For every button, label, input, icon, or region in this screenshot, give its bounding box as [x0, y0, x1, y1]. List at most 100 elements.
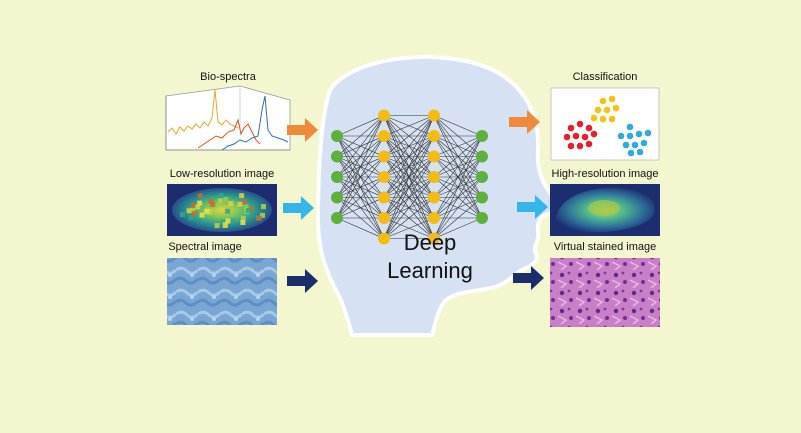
network-edge: [336, 156, 385, 219]
network-edge: [336, 197, 385, 219]
network-edge: [336, 115, 385, 157]
arrow-high-resolution: [517, 195, 548, 219]
low-res-pixel: [214, 223, 220, 229]
low-res-pixel: [222, 223, 228, 228]
hidden-node: [428, 130, 440, 142]
hidden-node: [378, 150, 390, 163]
hidden-node: [378, 232, 390, 245]
network-edge: [383, 115, 435, 157]
low-res-pixel: [190, 207, 196, 213]
arrow-classification: [509, 110, 540, 134]
network-edge: [383, 135, 435, 239]
low-resolution-label: Low-resolution image: [170, 168, 275, 180]
blue-cluster-dot: [617, 132, 625, 140]
spectral-image-label: Spectral image: [168, 241, 241, 253]
yellow-cluster-dot: [599, 97, 607, 105]
low-res-pixel: [186, 208, 192, 214]
blue-cluster-dot: [622, 141, 630, 149]
center-title-line1: Deep: [404, 230, 457, 255]
blue-cluster-dot: [635, 130, 643, 138]
network-edge: [433, 135, 483, 157]
output-node: [476, 171, 488, 183]
red-cluster-dot: [576, 142, 584, 150]
network-edge: [383, 115, 435, 198]
low-res-pixel: [245, 208, 251, 213]
high-resolution-label: High-resolution image: [552, 168, 659, 180]
classification-clusters: [563, 95, 652, 157]
blue-cluster-dot: [627, 149, 635, 157]
low-res-pixel: [191, 202, 196, 208]
high-resolution-image: [550, 184, 660, 236]
low-res-pixel: [243, 204, 249, 210]
output-node: [476, 191, 488, 204]
red-cluster-dot: [572, 132, 580, 140]
input-node: [331, 191, 343, 204]
low-res-pixel: [261, 204, 266, 210]
low-res-pixel: [212, 203, 218, 209]
network-edge: [383, 176, 435, 239]
hidden-node: [378, 171, 390, 183]
low-res-pixel: [197, 193, 203, 199]
low-res-pixel: [260, 212, 265, 218]
network-edge: [336, 176, 385, 219]
low-res-pixel: [218, 193, 224, 199]
arrow-bio-spectra: [287, 118, 318, 142]
low-res-pixel: [242, 199, 247, 205]
virtual-stained-label: Virtual stained image: [554, 241, 657, 253]
low-res-pixel: [195, 204, 201, 210]
bio-spectra-label: Bio-spectra: [200, 71, 257, 83]
yellow-cluster-dot: [594, 106, 602, 114]
low-res-pixel: [197, 200, 203, 206]
red-cluster-dot: [581, 133, 589, 141]
input-node: [331, 150, 343, 163]
arrow-low-resolution: [283, 196, 314, 220]
network-edge: [433, 135, 483, 219]
low-res-pixel: [237, 201, 243, 207]
network-edge: [336, 115, 385, 137]
network-edge: [336, 115, 385, 219]
red-cluster-dot: [585, 124, 593, 132]
hidden-node: [428, 150, 440, 163]
red-cluster-dot: [567, 142, 575, 150]
network-edge: [433, 135, 483, 198]
yellow-cluster-dot: [608, 95, 616, 103]
network-edge: [433, 135, 483, 178]
input-node: [331, 212, 343, 224]
low-res-pixel: [208, 199, 214, 205]
network-edge: [433, 135, 483, 239]
network-edge: [383, 217, 435, 239]
low-res-pixel: [240, 215, 246, 221]
yellow-cluster-dot: [612, 104, 620, 112]
hidden-node: [428, 171, 440, 183]
network-edge: [383, 115, 435, 137]
network-edge: [383, 115, 435, 219]
network-nodes: [331, 109, 488, 245]
low-res-pixel: [240, 220, 246, 225]
low-res-pixel: [225, 218, 231, 224]
low-res-pixel: [248, 206, 254, 212]
blue-cluster-dot: [640, 139, 648, 147]
arrow-virtual-stained: [513, 266, 544, 290]
bio-spectra-plot: [165, 85, 291, 151]
output-node: [476, 130, 488, 142]
red-cluster-dot: [590, 130, 598, 138]
low-res-pixel: [204, 208, 210, 214]
arrow-spectral: [287, 269, 318, 293]
output-node: [476, 150, 488, 163]
low-res-pixel: [191, 211, 197, 217]
hidden-node: [428, 109, 440, 122]
hidden-node: [428, 232, 440, 245]
blue-cluster-dot: [636, 148, 644, 156]
hidden-node: [378, 212, 390, 224]
red-cluster-dot: [567, 124, 575, 132]
yellow-cluster-dot: [603, 106, 611, 114]
input-node: [331, 171, 343, 183]
low-res-pixel: [188, 215, 194, 221]
virtual-stained-image: [550, 258, 660, 327]
hidden-node: [428, 191, 440, 204]
network-edge: [336, 217, 385, 239]
yellow-cluster-dot: [608, 115, 616, 123]
hidden-node: [378, 130, 390, 142]
red-cluster-dot: [585, 140, 593, 148]
